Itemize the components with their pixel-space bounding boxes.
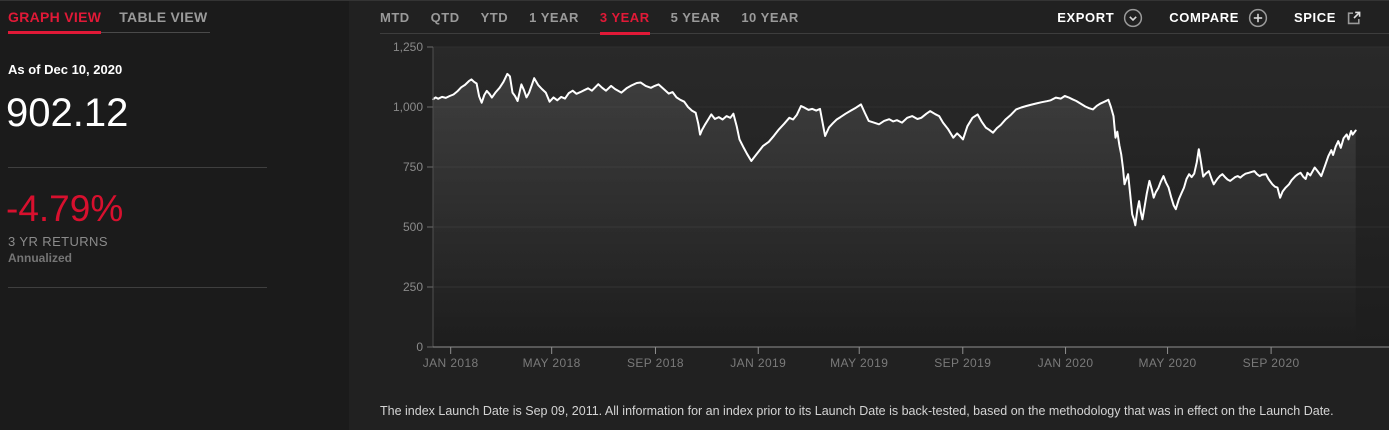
range-tabs: MTD QTD YTD 1 YEAR 3 YEAR 5 YEAR 10 YEAR [380,10,799,35]
external-link-icon [1345,9,1363,27]
index-line [432,72,1357,227]
compare-label: COMPARE [1169,10,1239,25]
spice-button[interactable]: SPICE [1294,9,1363,27]
export-label: EXPORT [1057,10,1115,25]
index-price-chart[interactable]: 0 250 500 750 1,000 1,250 JAN 2018 MAY 2018 SEP … [349,34,1389,394]
y-tick-label: 500 [403,220,423,234]
x-tick-label: SEP 2019 [934,356,991,370]
returns-label: 3 YR RETURNS [8,234,108,249]
x-tick-label: JAN 2020 [1038,356,1094,370]
range-tab-qtd[interactable]: QTD [430,10,460,25]
summary-panel: GRAPH VIEW TABLE VIEW As of Dec 10, 2020… [0,1,349,430]
divider [8,287,267,288]
spice-label: SPICE [1293,10,1336,25]
range-tab-5-year[interactable]: 5 YEAR [670,10,721,25]
x-tick-label: JAN 2018 [423,356,479,370]
x-tick-label: MAY 2019 [830,356,888,370]
range-tab-mtd[interactable]: MTD [380,10,410,25]
export-button[interactable]: EXPORT [1057,8,1143,28]
y-tick-label: 0 [416,340,423,354]
returns-sublabel: Annualized [8,251,73,265]
launch-date-disclaimer: The index Launch Date is Sep 09, 2011. A… [380,404,1334,418]
chart-panel: MTD QTD YTD 1 YEAR 3 YEAR 5 YEAR 10 YEAR… [349,1,1389,430]
chevron-down-circle-icon [1123,8,1143,28]
x-tick-label: JAN 2019 [730,356,786,370]
divider [8,167,267,168]
range-tab-10-year[interactable]: 10 YEAR [741,10,799,25]
plus-circle-icon [1248,8,1268,28]
y-tick-label: 750 [403,160,423,174]
tab-table-view[interactable]: TABLE VIEW [119,9,208,25]
chart-header: MTD QTD YTD 1 YEAR 3 YEAR 5 YEAR 10 YEAR… [380,1,1389,35]
index-area-fill [433,73,1356,348]
range-tab-1-year[interactable]: 1 YEAR [529,10,579,25]
x-tick-label: MAY 2018 [523,356,581,370]
range-tab-ytd[interactable]: YTD [480,10,509,25]
as-of-date: As of Dec 10, 2020 [8,62,123,77]
range-tab-3-year[interactable]: 3 YEAR [599,10,650,35]
view-tabs: GRAPH VIEW TABLE VIEW [8,9,210,34]
index-value: 902.12 [6,91,129,135]
x-tick-label: SEP 2020 [1243,356,1300,370]
compare-button[interactable]: COMPARE [1169,8,1268,28]
y-tick-label: 250 [403,280,423,294]
x-tick-label: SEP 2018 [627,356,684,370]
header-actions: EXPORT COMPARE [1057,1,1363,34]
tab-graph-view[interactable]: GRAPH VIEW [8,9,102,34]
y-tick-label: 1,250 [393,40,423,54]
returns-percentage: -4.79% [6,188,124,229]
y-tick-label: 1,000 [393,100,423,114]
x-tick-label: MAY 2020 [1138,356,1196,370]
